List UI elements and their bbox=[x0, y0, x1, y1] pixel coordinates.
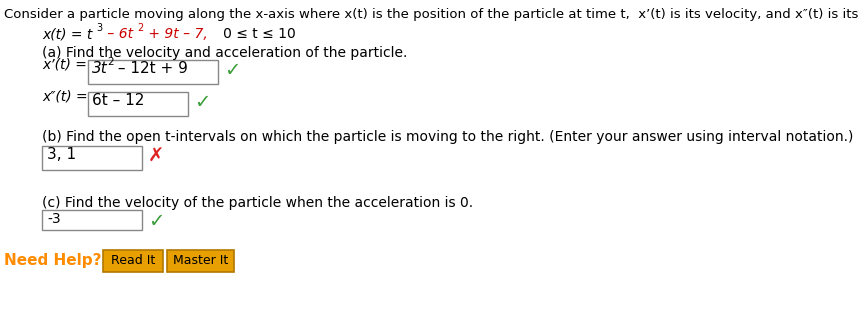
Text: ✓: ✓ bbox=[148, 212, 164, 231]
FancyBboxPatch shape bbox=[167, 250, 234, 272]
FancyBboxPatch shape bbox=[88, 92, 188, 116]
Text: Read It: Read It bbox=[111, 255, 155, 267]
Text: (a) Find the velocity and acceleration of the particle.: (a) Find the velocity and acceleration o… bbox=[42, 46, 407, 60]
Text: x″(t) =: x″(t) = bbox=[42, 90, 88, 104]
FancyBboxPatch shape bbox=[42, 210, 142, 230]
Text: + 9t – 7,: + 9t – 7, bbox=[144, 27, 208, 41]
Text: 0 ≤ t ≤ 10: 0 ≤ t ≤ 10 bbox=[210, 27, 295, 41]
Text: Master It: Master It bbox=[173, 255, 228, 267]
FancyBboxPatch shape bbox=[88, 60, 218, 84]
Text: ✗: ✗ bbox=[148, 147, 164, 166]
Text: Consider a particle moving along the x-axis where x(t) is the position of the pa: Consider a particle moving along the x-a… bbox=[4, 8, 859, 21]
FancyBboxPatch shape bbox=[42, 146, 142, 170]
Text: 3t: 3t bbox=[92, 61, 107, 76]
Text: 3, 1: 3, 1 bbox=[47, 147, 76, 162]
Text: 2: 2 bbox=[137, 23, 143, 33]
FancyBboxPatch shape bbox=[103, 250, 163, 272]
Text: 6t – 12: 6t – 12 bbox=[92, 93, 144, 108]
Text: (c) Find the velocity of the particle when the acceleration is 0.: (c) Find the velocity of the particle wh… bbox=[42, 196, 473, 210]
Text: – 6t: – 6t bbox=[103, 27, 133, 41]
Text: Need Help?: Need Help? bbox=[4, 253, 101, 268]
Text: -3: -3 bbox=[47, 212, 61, 226]
Text: 2: 2 bbox=[107, 57, 113, 67]
Text: x(t) = t: x(t) = t bbox=[42, 27, 93, 41]
Text: ✓: ✓ bbox=[224, 61, 241, 80]
Text: ✓: ✓ bbox=[194, 93, 210, 112]
Text: 3: 3 bbox=[96, 23, 102, 33]
Text: (b) Find the open t-intervals on which the particle is moving to the right. (Ent: (b) Find the open t-intervals on which t… bbox=[42, 130, 853, 144]
Text: – 12t + 9: – 12t + 9 bbox=[113, 61, 188, 76]
Text: x’(t) =: x’(t) = bbox=[42, 58, 87, 72]
